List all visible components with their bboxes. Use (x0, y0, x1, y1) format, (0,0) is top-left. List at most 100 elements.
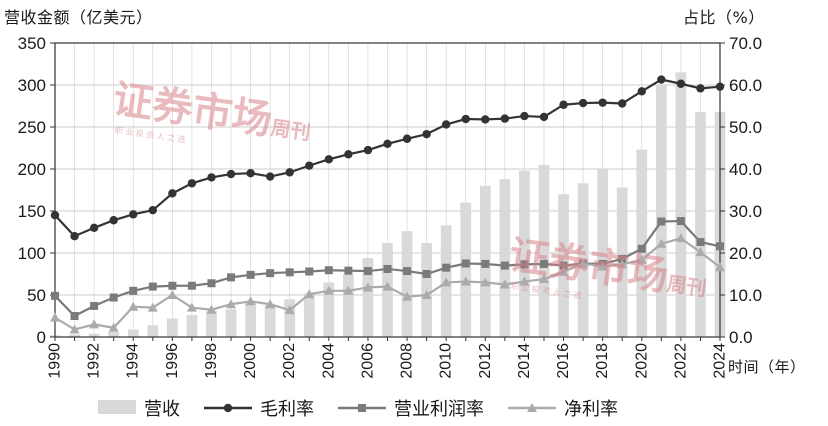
point-gross-margin (520, 111, 529, 121)
watermark-side-text: 周刊 (269, 115, 313, 145)
x-tick-label: 2002 (281, 343, 298, 379)
bar-revenue (675, 72, 687, 338)
point-gross-margin (539, 112, 549, 122)
point-net-margin (167, 290, 178, 299)
point-net-margin (441, 277, 452, 287)
legend-revenue-swatch (98, 400, 136, 414)
x-tick-label: 2020 (633, 343, 650, 379)
point-gross-margin (481, 115, 490, 124)
point-gross-margin (129, 210, 138, 219)
bar-revenue (362, 258, 374, 337)
point-operating-margin (51, 291, 59, 300)
point-operating-margin (207, 279, 216, 288)
point-operating-margin (246, 270, 255, 279)
x-tick-label: 2016 (555, 343, 572, 379)
point-operating-margin (70, 312, 79, 320)
left-tick-label: 250 (18, 118, 46, 137)
point-gross-margin (344, 150, 353, 159)
legend-gross-margin-label: 毛利率 (260, 399, 314, 420)
legend-net-margin-marker (527, 403, 537, 412)
bar-revenue (147, 325, 159, 337)
x-tick-label: 1990 (47, 343, 64, 379)
right-tick-label: 30.0 (729, 202, 762, 221)
x-tick-label: 2000 (242, 343, 259, 379)
point-operating-margin (442, 263, 451, 272)
point-net-margin (480, 277, 491, 287)
bar-revenue (88, 333, 100, 337)
point-operating-margin (657, 217, 666, 226)
legend-net-margin-label: 净利率 (564, 399, 618, 420)
point-gross-margin (50, 211, 60, 220)
bar-revenue (206, 310, 217, 337)
bar-revenue (245, 301, 256, 337)
point-net-margin (226, 299, 237, 309)
point-net-margin (617, 259, 628, 269)
point-operating-margin (696, 238, 705, 247)
point-net-margin (421, 290, 432, 299)
bar-revenue (108, 331, 120, 337)
bar-revenue (69, 334, 80, 337)
point-gross-margin (441, 120, 451, 129)
bar-revenue (127, 329, 139, 337)
point-net-margin (538, 274, 549, 284)
point-gross-margin (676, 79, 686, 88)
left-axis-title: 营收金额（亿美元） (4, 8, 153, 27)
point-operating-margin (168, 281, 177, 290)
point-net-margin (69, 324, 80, 334)
point-net-margin (186, 302, 197, 312)
point-net-margin (402, 291, 413, 301)
point-gross-margin (70, 232, 79, 241)
point-gross-margin (168, 189, 177, 198)
legend-operating-margin-label: 营业利润率 (394, 399, 484, 420)
point-net-margin (362, 282, 373, 292)
point-gross-margin (461, 114, 470, 124)
point-operating-margin (148, 282, 157, 291)
point-gross-margin (637, 87, 646, 96)
legend-operating-margin-marker (358, 404, 366, 412)
point-net-margin (245, 296, 256, 306)
bar-revenue (264, 305, 276, 337)
right-axis-title: 占比（%） (683, 8, 765, 27)
point-gross-margin (383, 139, 392, 148)
point-gross-margin (578, 98, 588, 108)
bar-revenue (166, 318, 178, 337)
bar-revenue (303, 293, 315, 337)
point-gross-margin (696, 84, 705, 93)
point-operating-margin (305, 267, 314, 276)
right-tick-label: 60.0 (729, 76, 762, 95)
point-gross-margin (226, 169, 236, 179)
point-operating-margin (129, 286, 138, 295)
right-tick-label: 40.0 (729, 160, 762, 179)
point-gross-margin (598, 98, 607, 107)
point-gross-margin (559, 100, 568, 109)
x-tick-label: 2006 (359, 343, 376, 379)
x-tick-label: 1994 (125, 343, 142, 379)
right-tick-label: 70.0 (729, 34, 762, 53)
bar-revenue (460, 202, 472, 337)
point-operating-margin (109, 293, 118, 302)
point-net-margin (675, 233, 686, 243)
point-net-margin (147, 302, 158, 312)
bar-revenue (284, 299, 296, 337)
bar-revenue (538, 164, 550, 337)
point-operating-margin (403, 267, 412, 276)
bar-revenue (323, 282, 335, 337)
point-gross-margin (715, 82, 725, 91)
point-gross-margin (89, 223, 99, 232)
point-gross-margin (207, 173, 216, 182)
left-tick-label: 50 (27, 286, 46, 305)
legend-gross-margin-marker (223, 403, 233, 413)
bar-revenue (655, 85, 667, 337)
legend-revenue-label: 营收 (144, 399, 180, 420)
point-gross-margin (402, 134, 412, 143)
x-tick-label: 2018 (594, 343, 611, 379)
x-tick-label: 2022 (672, 343, 689, 379)
point-gross-margin (657, 75, 666, 84)
point-operating-margin (363, 267, 372, 276)
right-tick-label: 10.0 (729, 286, 762, 305)
bar-revenue (499, 179, 511, 337)
point-net-margin (265, 299, 276, 309)
left-tick-label: 350 (18, 34, 46, 53)
point-net-margin (89, 319, 100, 329)
point-operating-margin (500, 261, 509, 270)
